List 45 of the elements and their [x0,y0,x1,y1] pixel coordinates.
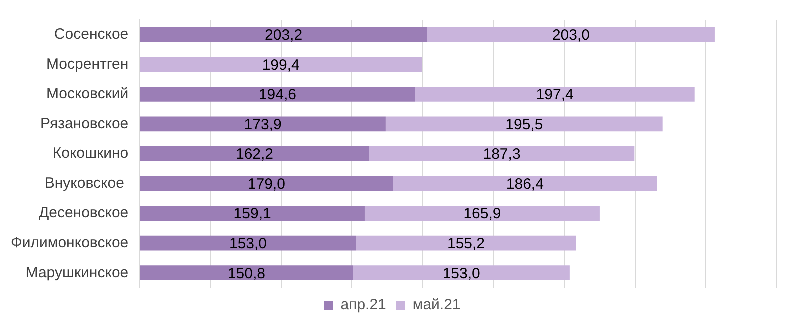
data-label: 195,5 [506,116,544,134]
legend-label: апр.21 [340,296,386,314]
bar [356,236,576,251]
data-label: 203,2 [265,27,303,44]
data-label: 159,1 [234,206,272,223]
data-label: 162,2 [236,146,274,164]
data-label: 173,9 [244,116,282,134]
bar [140,206,365,221]
y-tick-label: Мосрентген [46,56,129,73]
y-tick-label: Марушкинское [26,264,129,282]
bar [353,266,570,281]
data-label: 165,9 [464,206,502,223]
bar [140,116,386,132]
legend-label: май.21 [412,296,461,314]
bar [386,116,663,132]
bar [364,206,600,221]
y-tick-label: Рязановское [40,115,129,132]
data-label: 153,0 [229,235,268,252]
y-tick-label: Московский [46,86,129,103]
data-label: 203,0 [552,27,590,44]
y-tick-label: Кокошкино [52,145,129,162]
data-label: 194,6 [258,86,296,104]
y-tick-label: Внуковское [44,174,129,192]
data-label: 155,2 [447,235,486,252]
data-label: 153,0 [442,265,480,282]
bar [140,146,370,162]
data-label: 197,4 [536,86,574,104]
y-tick-label: Филимонковское [10,234,129,252]
y-tick-label: Сосенское [54,26,129,44]
bar [427,27,715,42]
bar [140,87,416,102]
data-label: 199,4 [262,56,300,74]
y-tick-label: Десеновское [38,204,129,222]
data-label: 187,3 [483,146,521,164]
bar [140,266,354,281]
data-label: 186,4 [506,176,544,193]
bar [140,57,422,72]
bar [140,176,394,192]
data-label: 150,8 [228,265,266,282]
bar [140,236,356,251]
data-label: 179,0 [248,176,286,193]
bar [369,146,635,162]
bar [140,27,428,42]
bar [415,87,695,102]
bar [393,176,658,192]
